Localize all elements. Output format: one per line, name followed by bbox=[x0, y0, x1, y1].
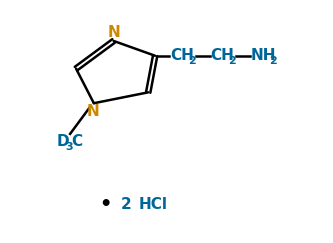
Text: N: N bbox=[87, 104, 99, 119]
Text: 2: 2 bbox=[121, 197, 131, 212]
Text: 3: 3 bbox=[65, 142, 73, 152]
Text: 2: 2 bbox=[228, 56, 236, 66]
Text: 2: 2 bbox=[269, 56, 277, 66]
Text: CH: CH bbox=[210, 48, 234, 63]
Text: 2: 2 bbox=[188, 56, 195, 66]
Text: •: • bbox=[100, 195, 112, 214]
Text: N: N bbox=[107, 25, 120, 40]
Text: HCl: HCl bbox=[138, 197, 167, 212]
Text: D: D bbox=[56, 134, 69, 149]
Text: CH: CH bbox=[170, 48, 194, 63]
Text: C: C bbox=[71, 134, 82, 149]
Text: NH: NH bbox=[251, 48, 276, 63]
